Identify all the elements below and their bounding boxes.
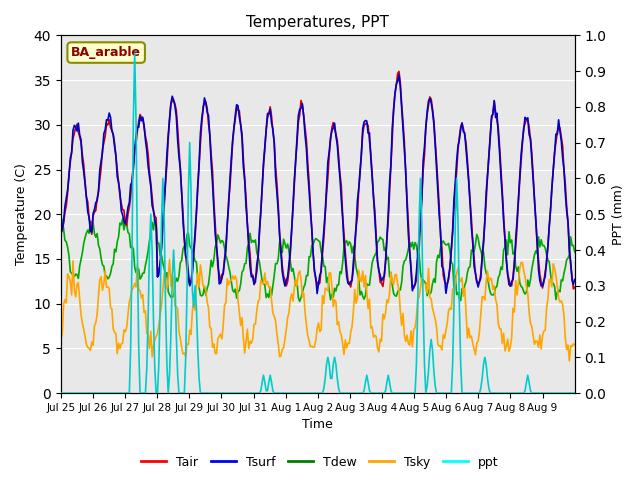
Y-axis label: Temperature (C): Temperature (C) (15, 163, 28, 265)
Legend: Tair, Tsurf, Tdew, Tsky, ppt: Tair, Tsurf, Tdew, Tsky, ppt (136, 451, 504, 474)
Text: BA_arable: BA_arable (71, 46, 141, 59)
Title: Temperatures, PPT: Temperatures, PPT (246, 15, 389, 30)
X-axis label: Time: Time (303, 419, 333, 432)
Y-axis label: PPT (mm): PPT (mm) (612, 184, 625, 245)
